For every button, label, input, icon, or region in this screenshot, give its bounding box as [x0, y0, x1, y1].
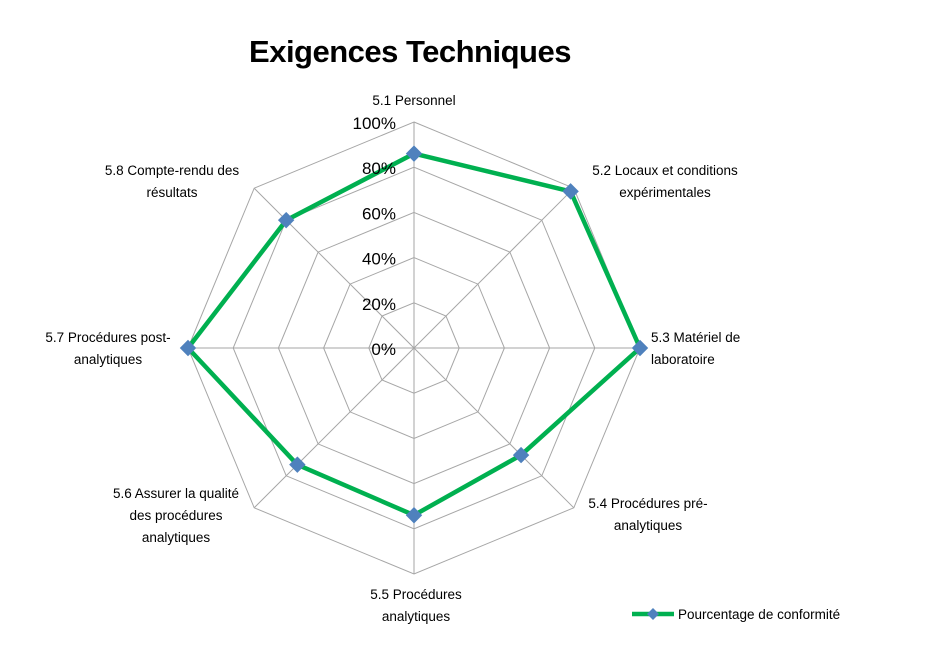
- tick-label: 40%: [362, 250, 396, 269]
- series-layer: [179, 145, 649, 524]
- data-point-marker: [289, 456, 306, 473]
- grid-spoke: [253, 347, 415, 509]
- grid-spoke: [413, 347, 575, 509]
- tick-label: 100%: [353, 114, 396, 133]
- category-label: 5.7 Procédures post-analytiques: [45, 330, 170, 367]
- legend: Pourcentage de conformité: [632, 607, 840, 622]
- data-point-marker: [405, 145, 423, 162]
- data-point-marker: [512, 446, 530, 464]
- data-point-marker: [562, 183, 579, 200]
- chart-title: Exigences Techniques: [249, 34, 571, 69]
- category-label: 5.4 Procédures pré-analytiques: [588, 496, 707, 533]
- tick-label: 20%: [362, 295, 396, 314]
- data-point-marker: [179, 339, 197, 357]
- legend-marker: [647, 608, 659, 620]
- grid-spoke: [253, 187, 415, 349]
- data-point-marker: [631, 339, 649, 357]
- tick-label: 60%: [362, 204, 396, 223]
- category-label: 5.6 Assurer la qualité des procédures anal…: [113, 486, 239, 545]
- grid-layer: [187, 121, 641, 575]
- grid-spoke: [413, 187, 575, 349]
- category-label: 5.2 Locaux et conditions expérimentales: [592, 163, 738, 200]
- category-label: 5.1 Personnel: [372, 93, 455, 108]
- category-label-layer: 5.1 Personnel 5.2 Locaux et conditions exp…: [45, 93, 740, 624]
- data-point-marker: [277, 211, 295, 229]
- tick-layer: 0% 20% 40% 60% 80% 100%: [353, 114, 396, 359]
- category-label: 5.3 Matériel de laboratoire: [651, 330, 740, 367]
- legend-label: Pourcentage de conformité: [678, 607, 840, 622]
- data-point-marker: [405, 507, 423, 524]
- category-label: 5.8 Compte-rendu des résultats: [105, 163, 240, 200]
- tick-label: 80%: [362, 159, 396, 178]
- category-label: 5.5 Procédures analytiques: [370, 587, 462, 624]
- tick-label: 0%: [371, 340, 396, 359]
